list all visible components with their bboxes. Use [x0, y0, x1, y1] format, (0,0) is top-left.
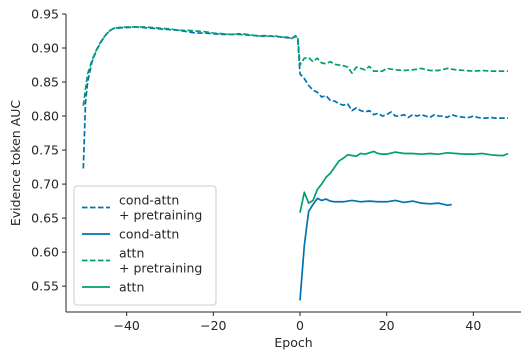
y-tick-label: 0.60: [31, 245, 59, 260]
y-tick-label: 0.65: [31, 211, 59, 226]
x-tick-label: 20: [379, 318, 395, 333]
legend-box: [73, 185, 217, 306]
legend-label: attn + pretraining: [119, 246, 202, 276]
series-line-2: [299, 197, 452, 301]
y-tick-label: 0.95: [31, 7, 59, 22]
x-ticks: −40 −20 0 20 40: [113, 312, 481, 333]
y-tick-label: 0.90: [31, 41, 59, 56]
x-tick-label: −20: [200, 318, 226, 333]
x-tick-label: 40: [465, 318, 481, 333]
y-tick-label: 0.70: [31, 177, 59, 192]
legend-label: attn: [119, 280, 144, 295]
series-line-1: [82, 26, 508, 169]
y-tick-label: 0.75: [31, 143, 59, 158]
y-tick-label: 0.55: [31, 279, 59, 294]
series-line-4: [299, 150, 509, 213]
x-axis-label: Epoch: [274, 335, 312, 350]
axes: [65, 14, 521, 313]
y-tick-label: 0.85: [31, 75, 59, 90]
legend-label: cond-attn: [119, 227, 179, 242]
series-line-3: [82, 26, 508, 106]
y-tick-label: 0.80: [31, 109, 59, 124]
legend: cond-attn + pretraining cond-attn attn + pre…: [73, 185, 217, 306]
x-tick-label: −40: [113, 318, 139, 333]
legend-label: cond-attn + pretraining: [119, 193, 202, 223]
y-axis-label: Evidence token AUC: [8, 100, 23, 226]
x-tick-label: 0: [296, 318, 304, 333]
y-ticks: 0.55 0.60 0.65 0.70 0.75 0.80 0.85 0.90 0.95: [31, 7, 66, 294]
plot-area: [82, 26, 509, 301]
